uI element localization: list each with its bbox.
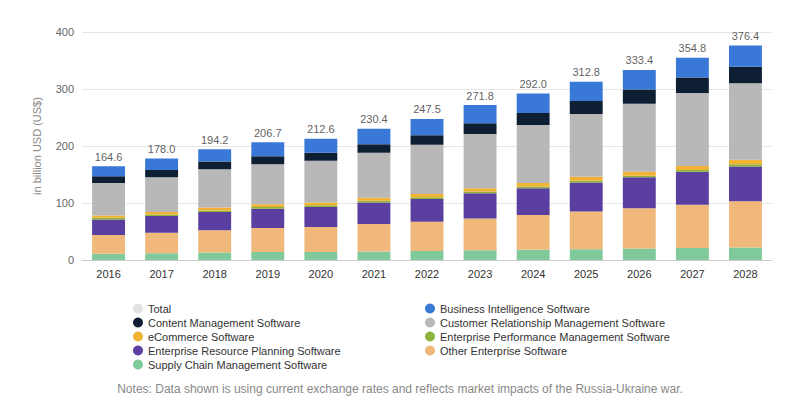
svg-text:376.4: 376.4 (732, 30, 760, 42)
svg-text:Notes: Data shown is using cur: Notes: Data shown is using current excha… (117, 382, 683, 396)
svg-text:2024: 2024 (521, 268, 545, 280)
svg-text:2017: 2017 (149, 268, 173, 280)
svg-text:230.4: 230.4 (360, 113, 388, 125)
svg-text:200: 200 (56, 140, 74, 152)
svg-text:Total: Total (148, 303, 171, 315)
svg-text:2026: 2026 (627, 268, 651, 280)
svg-text:eCommerce Software: eCommerce Software (148, 331, 254, 343)
svg-text:206.7: 206.7 (254, 127, 282, 139)
svg-text:333.4: 333.4 (626, 54, 654, 66)
svg-text:292.0: 292.0 (519, 78, 547, 90)
svg-text:2021: 2021 (362, 268, 386, 280)
svg-text:312.8: 312.8 (572, 66, 600, 78)
svg-text:in billion USD (US$): in billion USD (US$) (31, 97, 43, 195)
svg-text:247.5: 247.5 (413, 103, 441, 115)
svg-text:100: 100 (56, 197, 74, 209)
svg-text:300: 300 (56, 83, 74, 95)
svg-text:400: 400 (56, 26, 74, 38)
svg-text:178.0: 178.0 (148, 143, 176, 155)
svg-text:2022: 2022 (415, 268, 439, 280)
svg-text:Enterprise Performance Managem: Enterprise Performance Management Softwa… (440, 331, 670, 343)
svg-text:2028: 2028 (733, 268, 757, 280)
svg-text:2018: 2018 (202, 268, 226, 280)
svg-text:Supply Chain Management Softwa: Supply Chain Management Software (148, 359, 327, 371)
svg-text:194.2: 194.2 (201, 134, 229, 146)
svg-text:212.6: 212.6 (307, 123, 335, 135)
svg-text:Customer Relationship Manageme: Customer Relationship Management Softwar… (440, 317, 665, 329)
svg-text:2023: 2023 (468, 268, 492, 280)
svg-text:Enterprise Resource Planning S: Enterprise Resource Planning Software (148, 345, 341, 357)
svg-text:2019: 2019 (256, 268, 280, 280)
svg-text:0: 0 (68, 254, 74, 266)
svg-text:2020: 2020 (309, 268, 333, 280)
svg-text:Business Intelligence Software: Business Intelligence Software (440, 303, 590, 315)
svg-text:Other Enterprise Software: Other Enterprise Software (440, 345, 567, 357)
svg-text:2025: 2025 (574, 268, 598, 280)
svg-text:354.8: 354.8 (679, 42, 707, 54)
svg-text:164.6: 164.6 (95, 151, 123, 163)
svg-text:2016: 2016 (96, 268, 120, 280)
svg-text:Content Management Software: Content Management Software (148, 317, 300, 329)
svg-text:2027: 2027 (680, 268, 704, 280)
svg-text:271.8: 271.8 (466, 90, 494, 102)
